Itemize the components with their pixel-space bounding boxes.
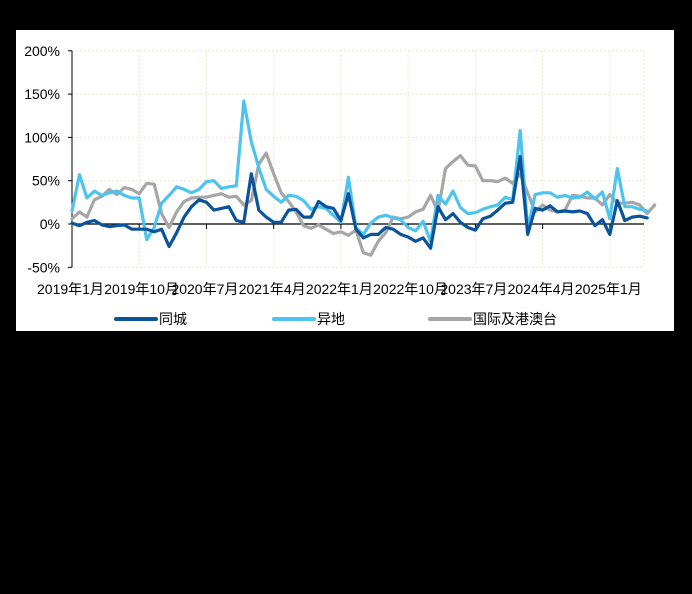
legend-item: 同城 [114, 312, 187, 328]
x-tick-label: 2019年10月 [104, 281, 179, 297]
y-axis-labels: 200% 150% 100% 50% 0% -50% [24, 43, 60, 275]
x-tick-label: 2023年7月 [440, 281, 507, 297]
y-tick-label: 100% [24, 129, 60, 145]
x-tick-label: 2022年10月 [373, 281, 448, 297]
x-tick-label: 2024年4月 [508, 281, 575, 297]
series-line-1 [70, 99, 649, 243]
x-tick-label: 2022年1月 [306, 281, 373, 297]
x-tick-label: 2019年1月 [37, 281, 104, 297]
y-tick-label: -50% [27, 259, 60, 275]
legend-label: 同城 [159, 312, 187, 328]
legend-label: 国际及港澳台 [473, 312, 557, 328]
series-lines [70, 99, 657, 257]
y-tick-label: 150% [24, 86, 60, 102]
y-tick-label: 200% [24, 43, 60, 59]
y-tick-label: 50% [32, 173, 60, 189]
line-chart: 200%150%100%50%0%-50% 2019年1月 2019年10月202… [24, 43, 657, 328]
x-tick-label: 2020年7月 [171, 281, 238, 297]
x-tick-label: 2025年1月 [575, 281, 642, 297]
chart-panel: 200% 150% 100% 50% 0% -50% 2019年1月 2019年10月 202… [16, 30, 674, 331]
legend-item: 国际及港澳台 [428, 312, 557, 328]
legend-item: 异地 [272, 312, 345, 328]
y-tick-label: 0% [40, 216, 60, 232]
x-tick-label: 2021年4月 [239, 281, 306, 297]
series-line-0 [70, 154, 649, 250]
legend: 同城 异地 国际及港澳台 [114, 312, 557, 328]
legend-label: 异地 [317, 312, 345, 328]
series-line-2 [70, 151, 657, 257]
